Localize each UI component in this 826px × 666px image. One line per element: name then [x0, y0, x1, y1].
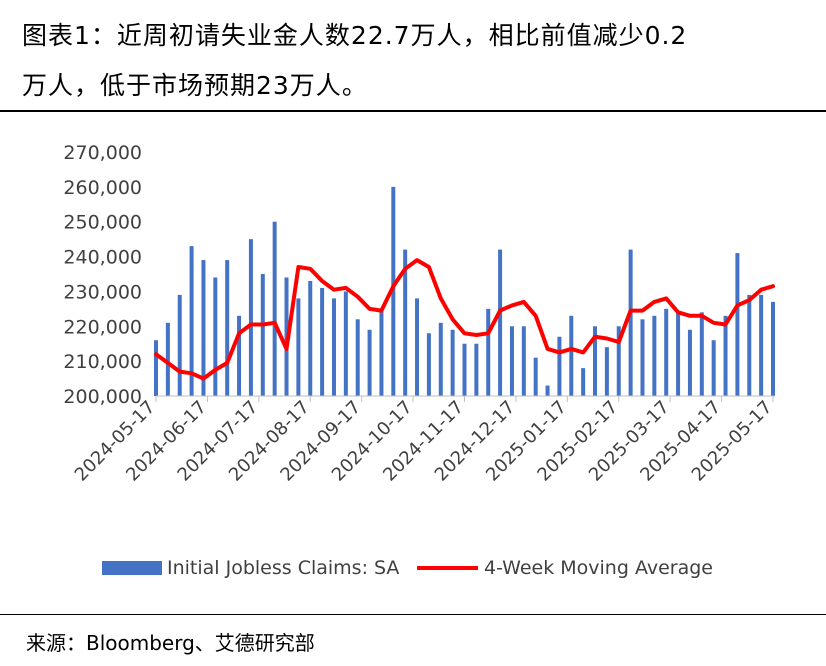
bar	[331, 298, 336, 396]
figure-title-line-1: 图表1：近周初请失业金人数22.7万人，相比前值减少0.2	[22, 21, 688, 50]
bar	[343, 291, 348, 396]
bar	[450, 329, 455, 396]
figure-title: 图表1：近周初请失业金人数22.7万人，相比前值减少0.2 万人，低于市场预期2…	[0, 0, 826, 112]
chart-area: 200,000 210,000 220,000 230,000 240,000 250,0…	[0, 112, 826, 614]
bar	[272, 221, 277, 396]
bar	[260, 274, 265, 396]
bar	[165, 322, 170, 396]
bar	[628, 249, 633, 396]
bar	[462, 343, 467, 396]
bar	[308, 280, 313, 396]
bar	[391, 186, 396, 396]
bar	[699, 312, 704, 396]
bar	[604, 347, 609, 396]
bar	[747, 294, 752, 396]
bar	[498, 249, 503, 396]
jobless-claims-chart: 200,000 210,000 220,000 230,000 240,000 250,0…	[63, 142, 777, 579]
bar	[616, 326, 621, 396]
bar	[664, 308, 669, 396]
bar	[248, 239, 253, 396]
bar	[652, 315, 657, 396]
bar	[545, 385, 550, 396]
bar	[509, 326, 514, 396]
bar	[581, 368, 586, 396]
bar	[771, 301, 775, 396]
legend: Initial Jobless Claims: SA 4-Week Moving…	[102, 557, 713, 579]
y-tick-label: 220,000	[63, 316, 142, 338]
legend-line-label: 4-Week Moving Average	[484, 557, 713, 579]
bar	[593, 326, 598, 396]
bar	[426, 333, 431, 396]
bar-series	[154, 186, 775, 396]
bar	[415, 298, 420, 396]
bar	[759, 294, 764, 396]
line-series	[154, 258, 775, 381]
y-tick-label: 260,000	[63, 177, 142, 199]
bar	[438, 322, 443, 396]
bar	[320, 287, 325, 396]
y-tick-label: 210,000	[63, 351, 142, 373]
y-tick-label: 250,000	[63, 212, 142, 234]
bar	[225, 260, 230, 396]
bar	[379, 308, 384, 396]
bar	[640, 319, 645, 396]
footer: 来源：Bloomberg、艾德研究部	[0, 614, 826, 666]
bar	[189, 246, 194, 396]
bar	[486, 308, 491, 396]
bar	[201, 260, 206, 396]
bar	[711, 340, 716, 396]
bar	[355, 319, 360, 396]
bar	[533, 357, 538, 396]
y-tick-label: 200,000	[63, 386, 142, 408]
bar	[723, 315, 728, 396]
legend-bar-label: Initial Jobless Claims: SA	[167, 557, 399, 579]
y-axis: 200,000 210,000 220,000 230,000 240,000 250,0…	[63, 142, 142, 408]
bar	[474, 343, 479, 396]
bar	[687, 329, 692, 396]
bar	[296, 298, 301, 396]
bar	[557, 336, 562, 396]
bar	[213, 277, 218, 396]
legend-bar-swatch	[102, 561, 162, 575]
bar	[154, 340, 158, 396]
bar	[177, 294, 182, 396]
bar	[403, 249, 408, 396]
y-tick-label: 240,000	[63, 247, 142, 269]
x-axis: 2024-05-172024-06-172024-07-172024-08-17…	[71, 395, 777, 486]
y-tick-label: 230,000	[63, 281, 142, 303]
bar	[676, 312, 681, 396]
bar	[521, 326, 526, 396]
bar	[735, 253, 740, 396]
figure-title-line-2: 万人，低于市场预期23万人。	[22, 71, 368, 100]
bar	[367, 329, 372, 396]
bar	[569, 315, 574, 396]
y-tick-label: 270,000	[63, 142, 142, 164]
bar	[237, 315, 242, 396]
source-note: 来源：Bloomberg、艾德研究部	[26, 631, 315, 655]
